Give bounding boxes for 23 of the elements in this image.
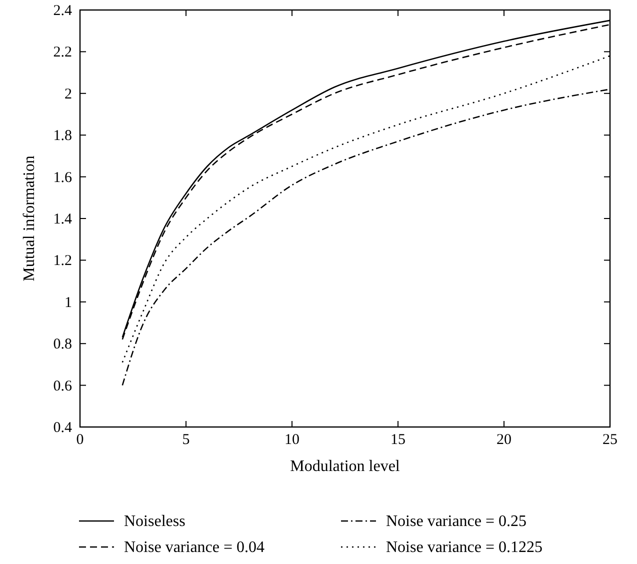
x-tick-label: 15 <box>390 432 406 448</box>
y-tick-label: 0.6 <box>53 378 72 394</box>
x-axis-title: Modulation level <box>290 458 400 475</box>
y-axis-title: Mutual information <box>21 156 38 282</box>
y-tick-label: 2.4 <box>53 3 72 19</box>
y-tick-label: 0.8 <box>53 336 72 353</box>
y-tick-label: 0.4 <box>53 420 72 436</box>
y-tick-label: 1 <box>64 294 72 311</box>
legend-label: Noise variance = 0.04 <box>124 539 265 556</box>
y-tick-label: 2 <box>64 86 72 102</box>
y-tick-label: 1.2 <box>53 253 72 270</box>
x-tick-label: 10 <box>284 432 300 448</box>
x-tick-label: 5 <box>182 432 190 448</box>
y-tick-label: 1.8 <box>53 128 72 144</box>
y-tick-label: 1.6 <box>53 170 72 186</box>
y-tick-label: 2.2 <box>53 44 72 61</box>
legend-label: Noise variance = 0.1225 <box>386 539 543 556</box>
x-tick-label: 0 <box>76 432 84 448</box>
x-tick-label: 20 <box>496 432 512 448</box>
legend-label: Noiseless <box>124 513 186 530</box>
legend-label: Noise variance = 0.25 <box>386 513 527 530</box>
x-tick-label: 25 <box>602 432 618 448</box>
y-tick-label: 1.4 <box>53 212 72 228</box>
